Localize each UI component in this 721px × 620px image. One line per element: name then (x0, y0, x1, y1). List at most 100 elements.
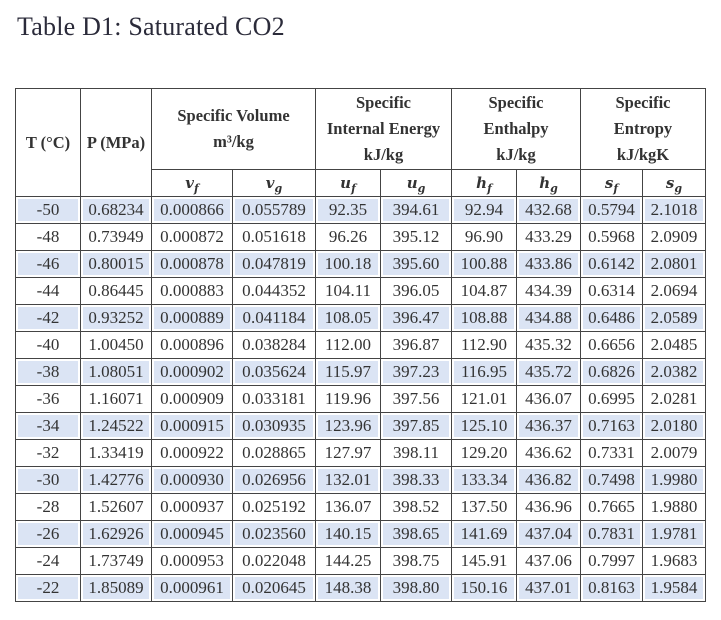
cell-sg: 2.0589 (642, 304, 706, 332)
cell-sf: 0.7997 (580, 547, 643, 575)
subheader-sg: sg (642, 169, 706, 197)
cell-uf: 104.11 (315, 277, 381, 305)
cell-ug: 396.47 (380, 304, 452, 332)
cell-sg: 2.0382 (642, 358, 706, 386)
cell-hg: 436.07 (516, 385, 581, 413)
cell-hf: 116.95 (451, 358, 517, 386)
cell-vg: 0.025192 (232, 493, 316, 521)
table-row: -38 1.08051 0.000902 0.035624 115.97 397.23 11… (15, 358, 706, 386)
cell-vg: 0.044352 (232, 277, 316, 305)
cell-temperature: -42 (15, 304, 81, 332)
cell-vg: 0.035624 (232, 358, 316, 386)
subheader-ug: ug (380, 169, 452, 197)
header-line: Specific (488, 93, 544, 112)
cell-ug: 398.75 (380, 547, 452, 575)
cell-temperature: -38 (15, 358, 81, 386)
cell-vg: 0.038284 (232, 331, 316, 359)
cell-uf: 100.18 (315, 250, 381, 278)
cell-ug: 394.61 (380, 196, 452, 224)
cell-hf: 150.16 (451, 574, 517, 602)
cell-vf: 0.000915 (151, 412, 233, 440)
cell-vf: 0.000953 (151, 547, 233, 575)
cell-ug: 397.85 (380, 412, 452, 440)
subheader-hf: hf (451, 169, 517, 197)
cell-pressure: 0.93252 (80, 304, 152, 332)
header-line: Internal Energy (326, 119, 441, 138)
cell-vg: 0.028865 (232, 439, 316, 467)
cell-uf: 140.15 (315, 520, 381, 548)
cell-sf: 0.6314 (580, 277, 643, 305)
cell-sf: 0.7831 (580, 520, 643, 548)
cell-ug: 398.52 (380, 493, 452, 521)
cell-vf: 0.000883 (151, 277, 233, 305)
cell-uf: 96.26 (315, 223, 381, 251)
header-line: Specific (356, 93, 411, 112)
cell-vg: 0.055789 (232, 196, 316, 224)
cell-ug: 396.87 (380, 331, 452, 359)
cell-sg: 2.0281 (642, 385, 706, 413)
table-row: -32 1.33419 0.000922 0.028865 127.97 398.11 12… (15, 439, 706, 467)
cell-temperature: -32 (15, 439, 81, 467)
cell-vf: 0.000896 (151, 331, 233, 359)
header-line: kJ/kgK (616, 145, 670, 164)
cell-sg: 2.0694 (642, 277, 706, 305)
table-row: -28 1.52607 0.000937 0.025192 136.07 398.52 13… (15, 493, 706, 521)
cell-sg: 2.0485 (642, 331, 706, 359)
cell-temperature: -24 (15, 547, 81, 575)
table-row: -46 0.80015 0.000878 0.047819 100.18 395.60 10… (15, 250, 706, 278)
header-internal-energy: Specific Internal Energy kJ/kg (315, 88, 452, 170)
cell-hf: 108.88 (451, 304, 517, 332)
table-row: -22 1.85089 0.000961 0.020645 148.38 398.80 15… (15, 574, 706, 602)
subheader-vf: vf (151, 169, 233, 197)
table-body: -50 0.68234 0.000866 0.055789 92.35 394.61 92.… (15, 196, 706, 602)
subheader-hg: hg (516, 169, 581, 197)
cell-hg: 433.86 (516, 250, 581, 278)
cell-sf: 0.7498 (580, 466, 643, 494)
cell-pressure: 1.24522 (80, 412, 152, 440)
cell-uf: 148.38 (315, 574, 381, 602)
cell-vg: 0.026956 (232, 466, 316, 494)
cell-hf: 96.90 (451, 223, 517, 251)
cell-pressure: 0.86445 (80, 277, 152, 305)
cell-hf: 137.50 (451, 493, 517, 521)
cell-vf: 0.000909 (151, 385, 233, 413)
cell-pressure: 1.16071 (80, 385, 152, 413)
cell-hf: 104.87 (451, 277, 517, 305)
cell-hg: 436.82 (516, 466, 581, 494)
cell-sf: 0.5968 (580, 223, 643, 251)
cell-hf: 125.10 (451, 412, 517, 440)
cell-temperature: -44 (15, 277, 81, 305)
cell-pressure: 0.68234 (80, 196, 152, 224)
cell-sf: 0.7331 (580, 439, 643, 467)
table-row: -26 1.62926 0.000945 0.023560 140.15 398.65 14… (15, 520, 706, 548)
cell-vf: 0.000945 (151, 520, 233, 548)
cell-temperature: -26 (15, 520, 81, 548)
cell-pressure: 1.42776 (80, 466, 152, 494)
cell-hg: 437.06 (516, 547, 581, 575)
cell-sg: 2.0909 (642, 223, 706, 251)
header-line: kJ/kg (363, 145, 404, 164)
cell-hg: 436.96 (516, 493, 581, 521)
table-row: -50 0.68234 0.000866 0.055789 92.35 394.61 92.… (15, 196, 706, 224)
header-line: Enthalpy (483, 119, 549, 138)
header-line: Specific (615, 93, 671, 112)
cell-hg: 435.72 (516, 358, 581, 386)
cell-uf: 92.35 (315, 196, 381, 224)
cell-temperature: -50 (15, 196, 81, 224)
table-row: -42 0.93252 0.000889 0.041184 108.05 396.47 10… (15, 304, 706, 332)
cell-hf: 129.20 (451, 439, 517, 467)
header-line: kJ/kg (496, 145, 536, 164)
cell-sf: 0.5794 (580, 196, 643, 224)
table-row: -48 0.73949 0.000872 0.051618 96.26 395.12 96.… (15, 223, 706, 251)
cell-ug: 398.33 (380, 466, 452, 494)
cell-uf: 144.25 (315, 547, 381, 575)
cell-ug: 397.23 (380, 358, 452, 386)
cell-hg: 437.01 (516, 574, 581, 602)
cell-vg: 0.051618 (232, 223, 316, 251)
cell-hg: 432.68 (516, 196, 581, 224)
table-row: -24 1.73749 0.000953 0.022048 144.25 398.75 14… (15, 547, 706, 575)
cell-pressure: 0.73949 (80, 223, 152, 251)
cell-ug: 397.56 (380, 385, 452, 413)
cell-hg: 437.04 (516, 520, 581, 548)
header-enthalpy: Specific Enthalpy kJ/kg (451, 88, 581, 170)
